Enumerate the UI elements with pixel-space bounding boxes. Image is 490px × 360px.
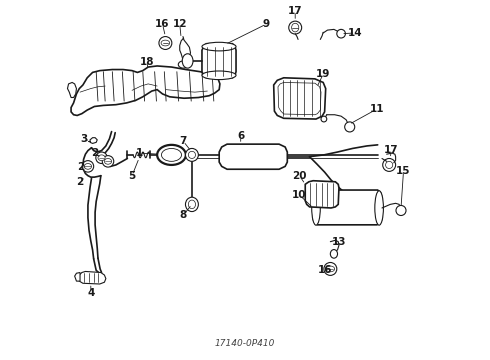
Text: 2: 2 xyxy=(75,177,83,187)
Polygon shape xyxy=(78,271,106,284)
Text: 11: 11 xyxy=(370,104,384,114)
Ellipse shape xyxy=(157,145,186,165)
Ellipse shape xyxy=(344,122,355,132)
Ellipse shape xyxy=(96,152,107,163)
Text: 4: 4 xyxy=(87,288,95,298)
Text: 17: 17 xyxy=(288,6,302,16)
Ellipse shape xyxy=(202,71,236,80)
Ellipse shape xyxy=(383,158,395,171)
Ellipse shape xyxy=(161,148,181,161)
Polygon shape xyxy=(305,181,339,208)
Ellipse shape xyxy=(375,191,383,225)
Text: 10: 10 xyxy=(292,190,307,200)
Text: 6: 6 xyxy=(237,131,245,141)
Text: 1: 1 xyxy=(136,148,143,158)
Text: 15: 15 xyxy=(396,166,411,176)
Ellipse shape xyxy=(312,191,320,225)
Text: 2: 2 xyxy=(91,148,98,158)
Text: 13: 13 xyxy=(332,237,346,247)
Ellipse shape xyxy=(188,151,196,158)
Text: 16: 16 xyxy=(155,19,170,29)
Ellipse shape xyxy=(188,200,196,209)
Text: 12: 12 xyxy=(172,19,187,29)
Text: 14: 14 xyxy=(348,28,363,38)
Ellipse shape xyxy=(289,21,302,34)
Ellipse shape xyxy=(186,148,198,161)
Ellipse shape xyxy=(292,23,299,32)
Ellipse shape xyxy=(202,42,236,51)
Ellipse shape xyxy=(102,156,114,167)
Text: 17140-0P410: 17140-0P410 xyxy=(215,339,275,348)
Ellipse shape xyxy=(324,262,337,275)
Polygon shape xyxy=(274,78,326,119)
Ellipse shape xyxy=(337,30,345,38)
Ellipse shape xyxy=(104,158,112,164)
Ellipse shape xyxy=(330,249,338,258)
Text: 16: 16 xyxy=(318,265,332,275)
Text: 19: 19 xyxy=(316,69,330,79)
Text: 5: 5 xyxy=(128,171,136,181)
Polygon shape xyxy=(202,44,236,78)
Text: 3: 3 xyxy=(81,134,88,144)
Polygon shape xyxy=(90,138,97,143)
Ellipse shape xyxy=(161,40,170,46)
Ellipse shape xyxy=(186,197,198,212)
Text: 8: 8 xyxy=(180,210,187,220)
Text: 18: 18 xyxy=(140,57,155,67)
Ellipse shape xyxy=(326,266,335,272)
Ellipse shape xyxy=(159,37,172,49)
Text: 7: 7 xyxy=(180,136,187,146)
Ellipse shape xyxy=(386,161,393,168)
Ellipse shape xyxy=(84,163,92,169)
Text: 9: 9 xyxy=(263,19,270,29)
Polygon shape xyxy=(219,144,287,169)
Text: 17: 17 xyxy=(384,144,399,154)
Polygon shape xyxy=(71,66,220,116)
Polygon shape xyxy=(74,273,80,281)
Text: 20: 20 xyxy=(292,171,307,181)
Text: 2: 2 xyxy=(77,162,84,172)
Polygon shape xyxy=(313,190,382,225)
Ellipse shape xyxy=(82,161,94,172)
Ellipse shape xyxy=(396,206,406,216)
Ellipse shape xyxy=(182,54,193,68)
Ellipse shape xyxy=(98,155,105,161)
Ellipse shape xyxy=(178,61,188,68)
Ellipse shape xyxy=(321,116,327,122)
Polygon shape xyxy=(68,82,76,98)
